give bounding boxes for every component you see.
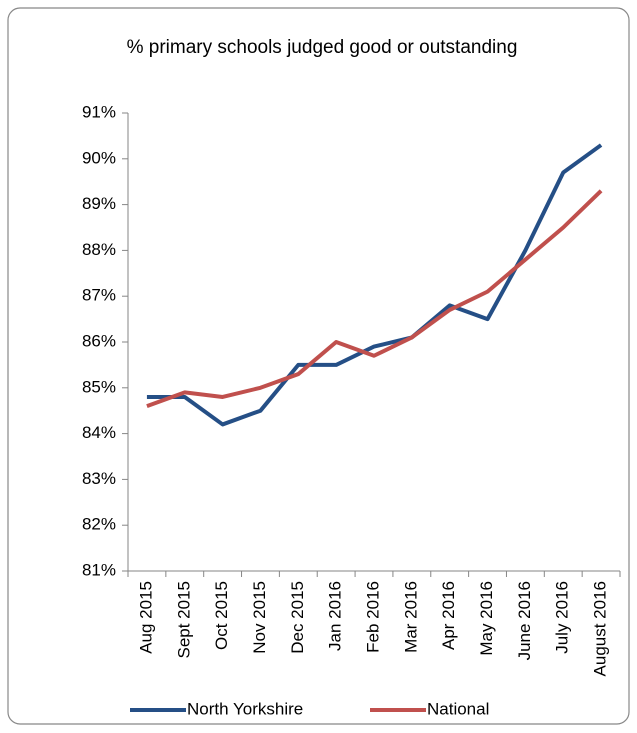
y-tick-label: 86% <box>82 331 116 350</box>
line-series <box>146 143 603 427</box>
x-tick-label: Aug 2015 <box>136 581 155 654</box>
y-tick-label: 85% <box>82 377 116 396</box>
x-tick-label: Mar 2016 <box>401 581 420 653</box>
y-tick-label: 81% <box>82 560 116 579</box>
x-tick-label: Dec 2015 <box>288 581 307 654</box>
y-tick-label: 88% <box>82 240 116 259</box>
x-tick-label: June 2016 <box>515 581 534 660</box>
y-tick-label: 84% <box>82 423 116 442</box>
y-tick-label: 89% <box>82 194 116 213</box>
chart-title: % primary schools judged good or outstan… <box>127 37 518 58</box>
legend-label: National <box>427 699 489 718</box>
y-tick-label: 90% <box>82 148 116 167</box>
y-tick-label: 83% <box>82 469 116 488</box>
x-tick-label: Oct 2015 <box>212 581 231 650</box>
line-series <box>146 189 603 408</box>
x-tick-label: Feb 2016 <box>363 581 382 653</box>
x-tick-label: Nov 2015 <box>250 581 269 654</box>
x-tick-label: Jan 2016 <box>326 581 345 651</box>
x-tick-label: Sept 2015 <box>174 581 193 659</box>
x-tick-label: July 2016 <box>553 581 572 654</box>
y-tick-label: 91% <box>82 102 116 121</box>
legend-label: North Yorkshire <box>187 699 303 718</box>
x-tick-label: Apr 2016 <box>439 581 458 650</box>
y-tick-label: 82% <box>82 515 116 534</box>
x-tick-label: May 2016 <box>477 581 496 656</box>
x-tick-label: August 2016 <box>591 581 610 676</box>
y-tick-label: 87% <box>82 286 116 305</box>
